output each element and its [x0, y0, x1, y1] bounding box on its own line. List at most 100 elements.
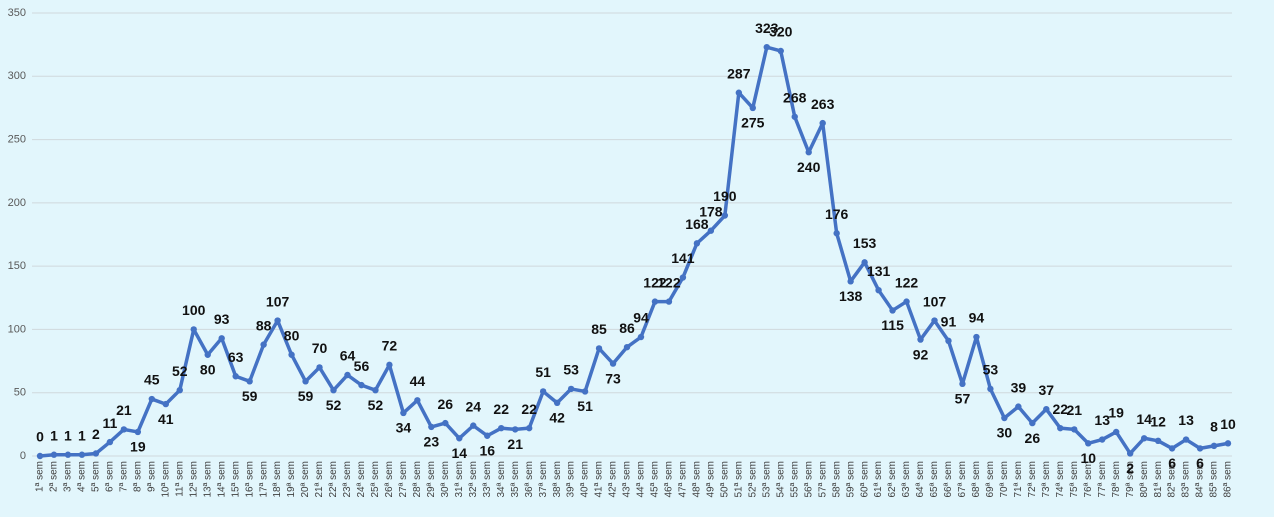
point: [442, 419, 449, 427]
x-tick-label: 64ª sem: [915, 461, 926, 498]
x-tick-label: 28ª sem: [412, 461, 423, 498]
point: [1001, 414, 1008, 422]
x-tick-label: 56ª sem: [803, 461, 814, 498]
x-tick-label: 43ª sem: [622, 461, 633, 498]
point: [330, 386, 337, 394]
point: [945, 337, 952, 345]
x-tick-label: 65ª sem: [929, 461, 940, 498]
x-tick-label: 41ª sem: [594, 461, 605, 498]
point: [456, 435, 463, 442]
point: [973, 333, 980, 341]
x-tick-label: 69ª sem: [985, 461, 996, 498]
point: [316, 364, 323, 371]
point: [903, 298, 910, 305]
x-tick-label: 13ª sem: [202, 461, 213, 498]
x-tick-label: 35ª sem: [510, 461, 521, 498]
point: [36, 452, 44, 460]
data-label: 10: [1220, 416, 1236, 432]
point: [693, 240, 701, 247]
data-label: 268: [783, 89, 807, 105]
data-label: 122: [895, 274, 919, 290]
point: [819, 119, 826, 127]
point: [637, 333, 645, 341]
point: [917, 336, 924, 343]
data-label: 287: [727, 65, 751, 81]
y-tick-label: 300: [8, 70, 26, 82]
data-label: 153: [853, 235, 877, 251]
data-label: 240: [797, 159, 821, 175]
data-label: 13: [1178, 412, 1194, 428]
data-label: 26: [438, 396, 454, 412]
data-label: 88: [256, 317, 272, 333]
x-tick-label: 18ª sem: [272, 461, 283, 498]
x-tick-label: 70ª sem: [999, 461, 1010, 498]
x-tick-label: 82ª sem: [1167, 461, 1178, 498]
x-tick-label: 85ª sem: [1209, 461, 1220, 498]
x-tick-label: 8ª sem: [132, 461, 143, 492]
x-tick-label: 74ª sem: [1055, 461, 1066, 498]
x-tick-label: 31ª sem: [454, 461, 465, 498]
x-tick-label: 17ª sem: [258, 461, 269, 498]
x-tick-label: 50ª sem: [719, 461, 730, 498]
point: [1154, 437, 1162, 445]
point: [1112, 428, 1120, 436]
point: [595, 345, 603, 352]
point: [106, 438, 114, 446]
x-tick-label: 16ª sem: [244, 461, 255, 498]
data-label: 1: [64, 427, 72, 443]
point: [484, 432, 491, 439]
data-label: 57: [955, 391, 971, 407]
point: [805, 149, 812, 156]
data-label: 138: [839, 288, 863, 304]
data-label: 131: [867, 263, 891, 279]
point: [1099, 436, 1106, 443]
point: [134, 428, 142, 436]
x-tick-label: 21ª sem: [314, 461, 325, 498]
data-label: 1: [78, 427, 86, 443]
data-label: 323: [755, 20, 779, 36]
x-tick-label: 73ª sem: [1041, 461, 1052, 498]
point: [791, 113, 798, 120]
point: [609, 360, 617, 367]
x-tick-label: 75ª sem: [1069, 461, 1080, 498]
point: [1057, 424, 1064, 432]
data-label: 14: [452, 445, 468, 461]
x-tick-label: 72ª sem: [1027, 461, 1038, 498]
x-tick-label: 19ª sem: [286, 461, 297, 498]
point: [344, 371, 351, 379]
x-tick-label: 60ª sem: [859, 461, 870, 498]
data-label: 56: [354, 358, 370, 374]
data-label: 6: [1196, 455, 1204, 471]
x-tick-label: 68ª sem: [971, 461, 982, 498]
data-label: 141: [671, 250, 695, 266]
x-tick-label: 55ª sem: [789, 461, 800, 498]
x-tick-label: 79ª sem: [1125, 461, 1136, 498]
data-label: 100: [182, 302, 206, 318]
x-tick-label: 26ª sem: [384, 461, 395, 498]
data-label: 275: [741, 115, 765, 131]
x-tick-label: 9ª sem: [146, 461, 157, 492]
x-tick-label: 57ª sem: [817, 461, 828, 498]
point: [176, 386, 183, 394]
data-label: 52: [368, 397, 384, 413]
x-tick-label: 36ª sem: [524, 461, 535, 498]
y-tick-label: 0: [20, 450, 26, 462]
data-label: 30: [997, 425, 1013, 441]
point: [1029, 419, 1036, 427]
point: [833, 230, 840, 237]
point: [50, 451, 58, 458]
point: [707, 227, 715, 234]
x-tick-label: 78ª sem: [1111, 461, 1122, 498]
point: [372, 386, 379, 394]
data-label: 26: [1025, 430, 1041, 446]
data-label: 178: [699, 203, 723, 219]
data-label: 22: [1052, 401, 1068, 417]
point: [679, 274, 687, 281]
x-tick-label: 47ª sem: [678, 461, 689, 498]
data-label: 0: [36, 429, 44, 445]
x-tick-label: 61ª sem: [873, 461, 884, 498]
data-label: 6: [1168, 455, 1176, 471]
point: [847, 278, 854, 285]
point: [1168, 445, 1176, 452]
